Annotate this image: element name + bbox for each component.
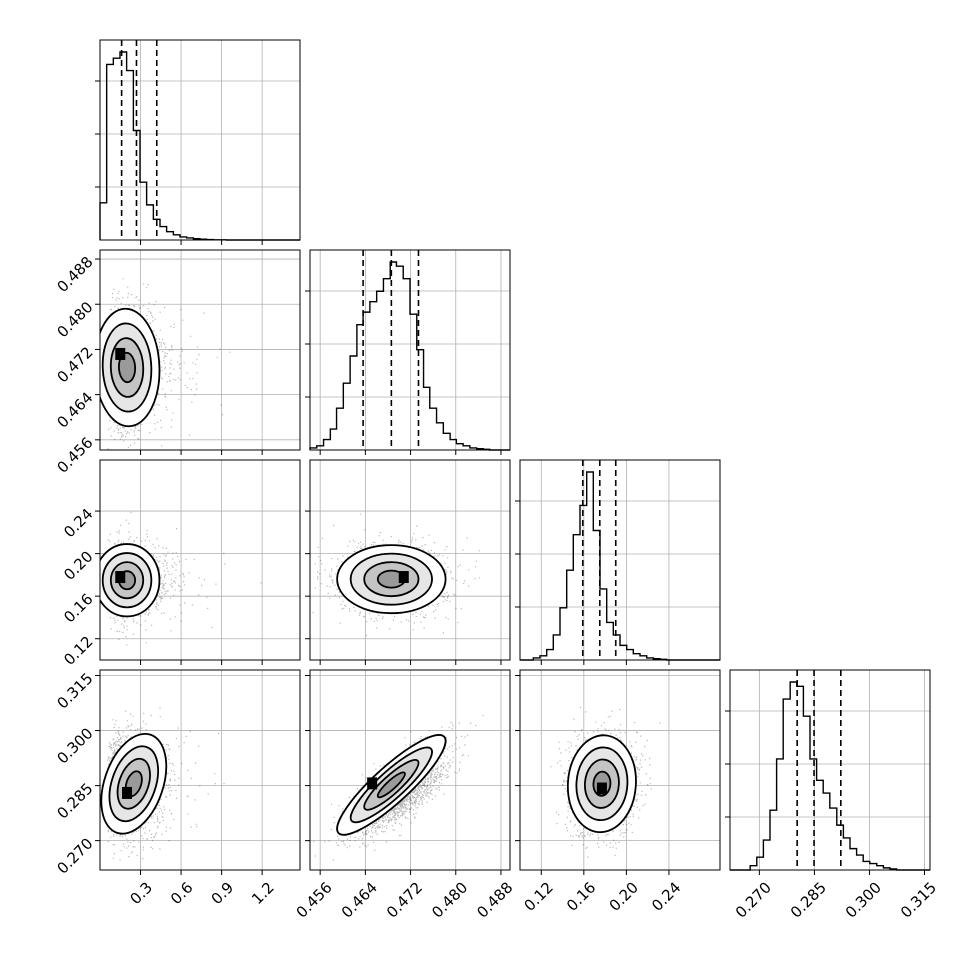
y-tick-label-2: 0.480 (53, 298, 96, 341)
y-tick-label-2: 0.472 (53, 343, 96, 386)
y-tick-label-2: 0.456 (53, 434, 96, 477)
x-tick-label-3: 0.24 (648, 878, 684, 914)
histogram-panel-4 (725, 669, 931, 875)
x-tick-label-1: 0.3 (126, 878, 156, 908)
y-tick-label-2: 0.488 (53, 253, 96, 296)
panel-frame (519, 669, 721, 871)
panel-content (100, 278, 231, 450)
y-tick-label-4: 0.300 (53, 724, 96, 767)
density-peak (398, 571, 409, 584)
x-tick-label-1: 0.6 (167, 878, 197, 908)
panel-frame (729, 669, 931, 871)
x-tick-label-2: 0.480 (428, 878, 471, 921)
panel-frame (309, 669, 511, 871)
histogram-step-line (309, 261, 510, 451)
panel-frame (99, 669, 301, 871)
density-peak (115, 347, 126, 360)
x-tick-label-4: 0.315 (897, 878, 940, 921)
panel-background (520, 460, 720, 660)
panel-content (100, 511, 262, 646)
contour-level-4 (376, 771, 406, 799)
x-tick-label-3: 0.12 (520, 878, 556, 914)
density-peak (367, 777, 378, 790)
scatter-panel-1-2 (95, 249, 301, 455)
scatter-panel-2-3 (305, 459, 511, 665)
panel-content (550, 706, 661, 858)
x-tick-label-2: 0.456 (293, 878, 336, 921)
panel-content (313, 714, 484, 861)
x-tick-label-3: 0.16 (563, 878, 599, 914)
scatter-panel-1-3 (95, 459, 301, 665)
y-tick-label-3: 0.16 (60, 590, 96, 626)
density-peak (115, 571, 126, 584)
histogram-panel-3 (515, 459, 721, 665)
panel-background (730, 670, 930, 870)
panel-content (312, 513, 481, 637)
panel-frame (99, 459, 301, 661)
contour-level-4 (118, 351, 137, 384)
scatter-panel-2-4 (305, 669, 511, 875)
x-tick-label-1: 0.9 (208, 878, 238, 908)
x-tick-label-2: 0.488 (473, 878, 516, 921)
y-tick-label-3: 0.12 (60, 633, 96, 669)
panel-frame (309, 459, 511, 661)
x-tick-label-3: 0.20 (606, 878, 642, 914)
x-tick-label-4: 0.285 (787, 878, 830, 921)
panel-frame (99, 39, 301, 241)
density-peak (122, 786, 133, 799)
x-tick-label-2: 0.472 (383, 878, 426, 921)
x-tick-label-2: 0.464 (338, 878, 381, 921)
scatter-panel-3-4 (515, 669, 721, 875)
panel-frame (99, 249, 301, 451)
scatter-points (107, 511, 262, 646)
y-tick-label-4: 0.285 (53, 779, 96, 822)
x-tick-label-1: 1.2 (248, 878, 278, 908)
y-tick-label-4: 0.315 (53, 669, 96, 712)
x-tick-label-4: 0.300 (842, 878, 885, 921)
panel-frame (519, 459, 721, 661)
panel-frame (309, 249, 511, 451)
density-peak (596, 782, 607, 795)
scatter-panel-1-4 (95, 669, 301, 875)
y-tick-label-4: 0.270 (53, 834, 96, 877)
y-tick-label-2: 0.464 (53, 388, 96, 431)
panel-content (100, 707, 225, 861)
histogram-step-line (730, 681, 930, 871)
y-tick-label-3: 0.20 (60, 547, 96, 583)
histogram-panel-2 (305, 249, 511, 455)
histogram-panel-1 (95, 39, 301, 245)
y-tick-label-3: 0.24 (60, 505, 96, 541)
x-tick-label-4: 0.270 (732, 878, 775, 921)
